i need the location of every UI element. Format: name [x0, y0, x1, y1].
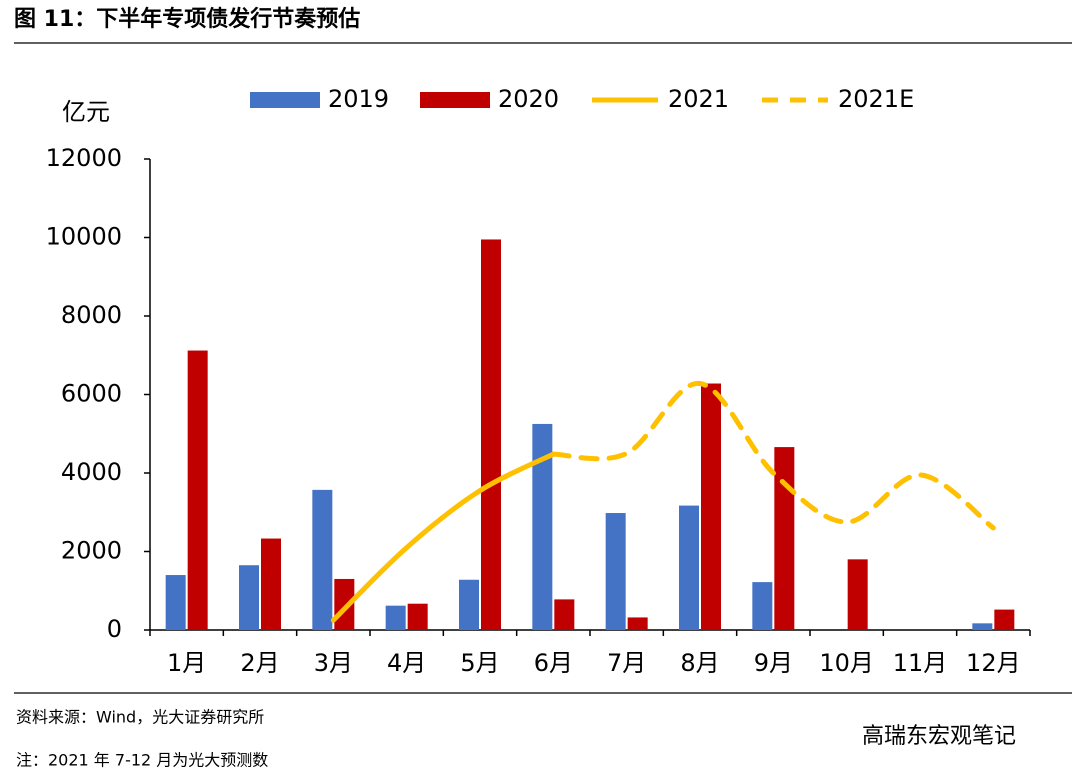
x-tick-label: 12月 — [966, 649, 1021, 677]
bar — [679, 505, 699, 630]
line-series — [330, 451, 556, 623]
y-tick-label: 8000 — [61, 301, 122, 329]
y-tick-label: 12000 — [46, 144, 122, 172]
x-tick-label: 11月 — [893, 649, 948, 677]
watermark: 高瑞东宏观笔记 — [862, 724, 1016, 749]
y-tick-label: 10000 — [46, 223, 122, 251]
figure-title: 图 11：下半年专项债发行节奏预估 — [14, 6, 360, 32]
x-tick-label: 7月 — [607, 649, 646, 677]
legend-swatch — [420, 92, 490, 108]
x-tick-label: 5月 — [460, 649, 499, 677]
y-tick-label: 4000 — [61, 458, 122, 486]
legend-label: 2019 — [328, 85, 389, 113]
bar — [407, 603, 428, 630]
bar — [752, 582, 773, 630]
y-tick-label: 2000 — [61, 537, 122, 565]
x-tick-label: 4月 — [387, 649, 426, 677]
source-text: 资料来源：Wind，光大证券研究所 — [16, 708, 264, 727]
line-series — [550, 381, 996, 531]
bar — [701, 383, 721, 630]
x-tick-label: 3月 — [314, 649, 353, 677]
y-tick-label: 6000 — [61, 380, 122, 408]
bar — [994, 609, 1015, 630]
bar — [481, 239, 501, 630]
x-tick-label: 10月 — [819, 649, 874, 677]
y-axis-unit: 亿元 — [62, 98, 110, 126]
bar — [774, 447, 795, 630]
bar — [165, 575, 186, 630]
x-tick-label: 2月 — [240, 649, 279, 677]
legend-label: 2021 — [668, 85, 729, 113]
x-tick-label: 6月 — [534, 649, 573, 677]
bar — [187, 350, 208, 630]
bar — [605, 513, 626, 630]
note-text: 注：2021 年 7-12 月为光大预测数 — [16, 751, 268, 770]
bar — [532, 423, 553, 630]
bar — [847, 559, 868, 630]
bar — [385, 605, 406, 630]
y-tick-label: 0 — [107, 615, 122, 643]
bar — [239, 565, 259, 630]
x-tick-label: 9月 — [754, 649, 793, 677]
bar — [261, 538, 281, 630]
legend-label: 2020 — [498, 85, 559, 113]
x-tick-label: 1月 — [167, 649, 206, 677]
bar — [459, 579, 479, 630]
x-tick-label: 8月 — [680, 649, 719, 677]
bar — [554, 599, 575, 630]
bar — [972, 623, 993, 630]
bar — [312, 489, 333, 630]
legend-label: 2021E — [838, 85, 914, 113]
bar — [627, 617, 648, 630]
legend-swatch — [250, 92, 320, 108]
